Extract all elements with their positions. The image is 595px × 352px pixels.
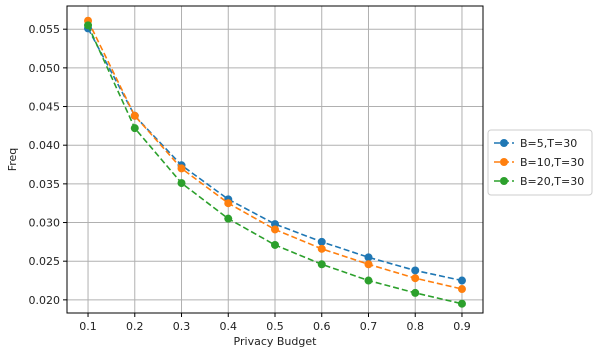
data-point	[224, 214, 233, 223]
data-point	[317, 260, 326, 269]
data-point	[177, 164, 186, 173]
legend-label: B=20,T=30	[520, 175, 584, 188]
x-axis-label: Privacy Budget	[234, 335, 318, 348]
data-point	[364, 260, 373, 269]
data-point	[411, 274, 420, 283]
grid-lines	[67, 6, 483, 313]
y-tick-label: 0.030	[29, 217, 61, 230]
series-B=20,T=30	[84, 21, 466, 308]
y-tick-label: 0.020	[29, 294, 61, 307]
data-point	[271, 225, 279, 234]
data-point	[411, 266, 420, 275]
x-tick-label: 0.3	[173, 320, 191, 333]
legend-marker	[500, 139, 508, 147]
x-tick-label: 0.7	[360, 320, 378, 333]
x-tick-label: 0.6	[313, 320, 331, 333]
data-point	[364, 276, 373, 285]
data-point	[364, 253, 373, 262]
y-axis-label: Freq	[6, 148, 19, 172]
x-tick-label: 0.5	[266, 320, 284, 333]
data-point	[317, 244, 326, 253]
legend-label: B=10,T=30	[520, 156, 584, 169]
x-tick-label: 0.1	[79, 320, 97, 333]
data-point	[224, 199, 233, 208]
legend-marker	[500, 177, 508, 185]
x-tick-label: 0.2	[126, 320, 144, 333]
data-point	[411, 288, 420, 297]
y-tick-label: 0.040	[29, 139, 61, 152]
x-tick-label: 0.8	[406, 320, 424, 333]
y-tick-label: 0.045	[29, 101, 61, 114]
data-point	[130, 111, 139, 120]
legend-marker	[500, 158, 508, 166]
y-tick-label: 0.055	[29, 23, 61, 36]
data-point	[84, 21, 93, 30]
y-tick-label: 0.025	[29, 255, 61, 268]
y-tick-label: 0.035	[29, 178, 61, 191]
data-point	[130, 124, 139, 133]
x-tick-label: 0.4	[220, 320, 238, 333]
x-axis-ticks: 0.1 0.2 0.3 0.4 0.5 0.6 0.7 0.8 0.9	[79, 313, 471, 333]
y-tick-label: 0.050	[29, 62, 61, 75]
legend-label: B=5,T=30	[520, 137, 577, 150]
legend: B=5,T=30 B=10,T=30 B=20,T=30	[487, 129, 593, 196]
data-point	[457, 285, 466, 294]
series-layer	[84, 16, 466, 308]
x-tick-label: 0.9	[453, 320, 471, 333]
legend-box	[487, 129, 593, 196]
y-axis-ticks: 0.020 0.025 0.030 0.035 0.040 0.045 0.050 0.055	[29, 23, 67, 307]
data-point	[457, 299, 466, 308]
data-point	[457, 276, 466, 285]
data-point	[271, 240, 279, 249]
data-point	[177, 179, 186, 188]
data-point	[317, 237, 326, 246]
